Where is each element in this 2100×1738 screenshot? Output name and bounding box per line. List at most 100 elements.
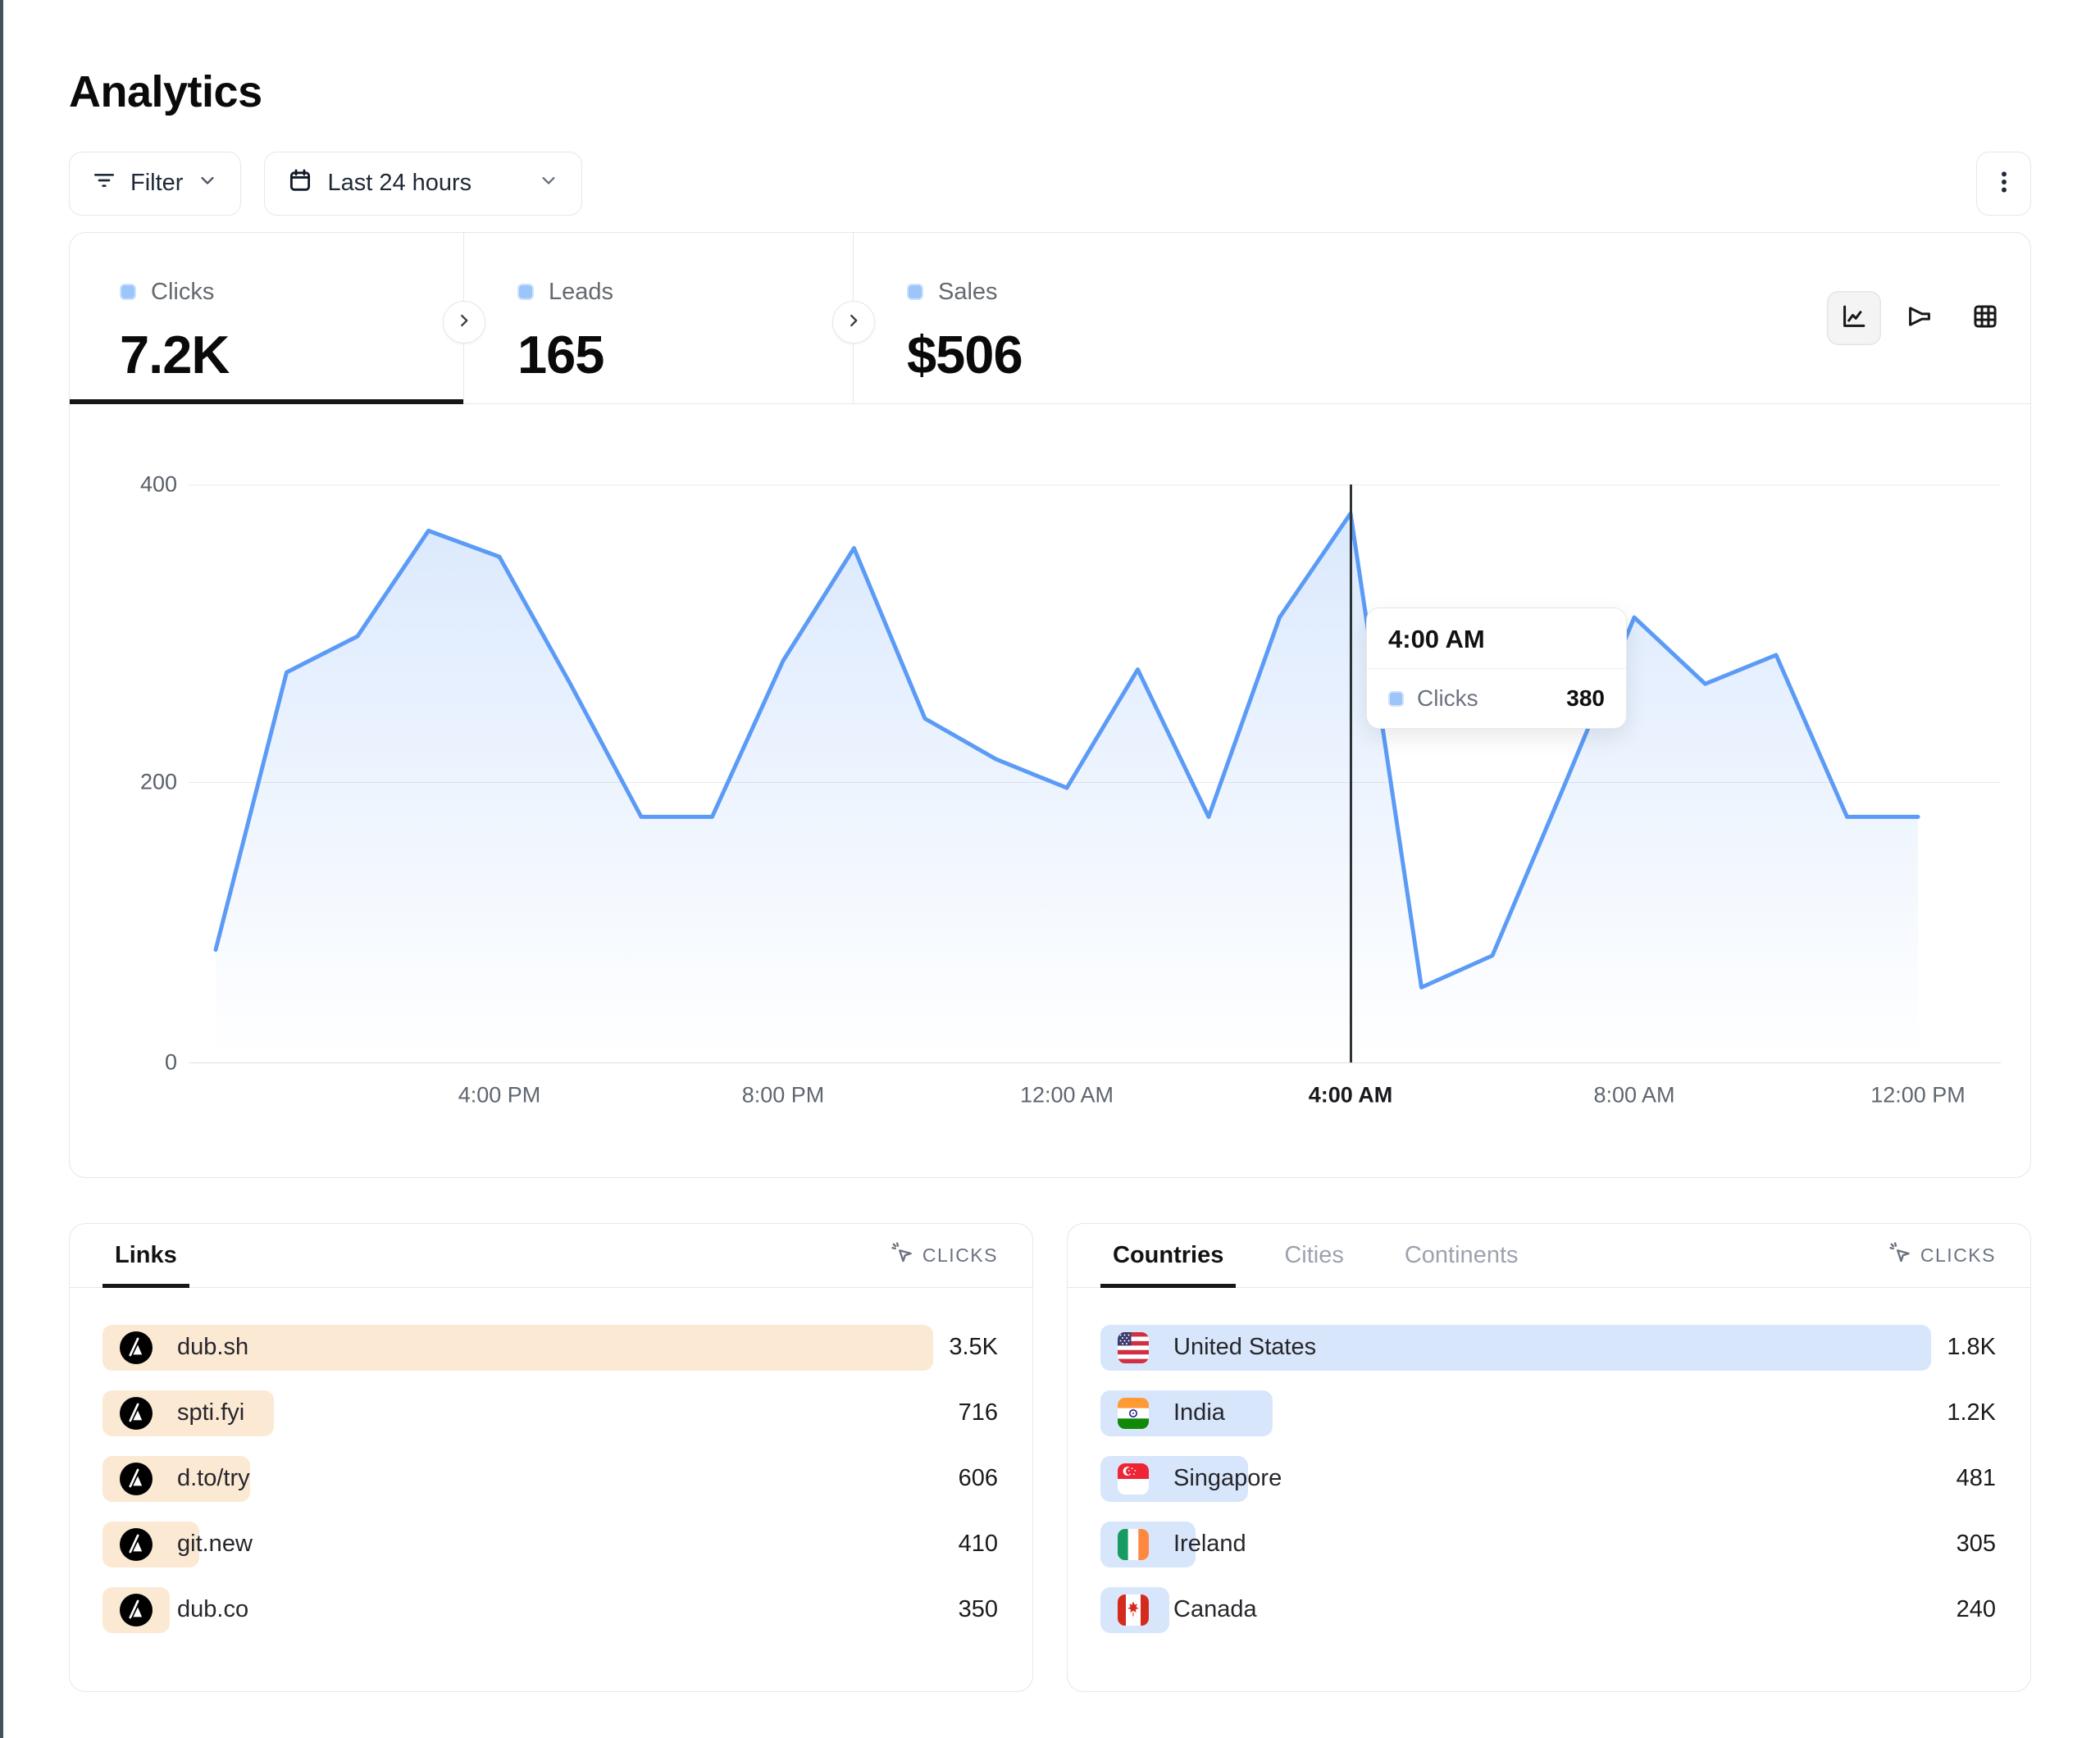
- links-rows: dub.sh 3.5K spti.fyi 716 d.to/try 606 git.new 4…: [70, 1288, 1032, 1633]
- row-clicks-value: 716: [958, 1399, 998, 1426]
- row-clicks-value: 410: [958, 1531, 998, 1558]
- gridline-400: [189, 484, 2001, 486]
- countries-panel-header: Countries Cities Continents CLICKS: [1068, 1224, 2030, 1289]
- row-clicks-value: 3.5K: [949, 1334, 998, 1361]
- sales-stat-value: $506: [907, 324, 1023, 384]
- breakdown-panels: Links CLICKS dub.sh 3.5K spti.fyi 716 d.to/t…: [69, 1222, 2031, 1692]
- more-menu-button[interactable]: [1976, 151, 2031, 216]
- stat-label: Sales: [938, 278, 998, 305]
- link-row[interactable]: spti.fyi 716: [102, 1390, 998, 1436]
- x-axis-line: [189, 1062, 2001, 1064]
- tab-continents[interactable]: Continents: [1404, 1241, 1519, 1268]
- link-row[interactable]: d.to/try 606: [102, 1455, 998, 1502]
- filter-lines-icon: [91, 167, 117, 200]
- countries-sort-label: CLICKS: [1920, 1244, 1996, 1266]
- date-range-button[interactable]: Last 24 hours: [264, 151, 583, 216]
- in-flag-icon: [1118, 1397, 1149, 1429]
- row-label: United States: [1173, 1334, 1317, 1361]
- row-label: dub.sh: [177, 1334, 249, 1361]
- country-row[interactable]: Ireland 305: [1100, 1521, 1996, 1567]
- tab-clicks[interactable]: Clicks 7.2K: [70, 232, 464, 405]
- tab-links[interactable]: Links: [102, 1224, 189, 1289]
- x-axis-label: 4:00 AM: [1308, 1082, 1393, 1108]
- filter-button[interactable]: Filter: [69, 151, 242, 216]
- kebab-vertical-icon: [1990, 168, 2018, 198]
- analytics-page: Analytics Filter Last 24 hours: [69, 67, 2031, 1692]
- cursor-click-icon: [1888, 1240, 1912, 1270]
- row-label: spti.fyi: [177, 1399, 245, 1426]
- stats-tabs-header: Clicks 7.2K Leads 165 Sales $506: [70, 232, 2030, 405]
- country-row[interactable]: India 1.2K: [1100, 1390, 1996, 1436]
- clicks-time-series-chart[interactable]: 400 200 0 4:00 AM: [70, 404, 2030, 1177]
- row-label: Ireland: [1173, 1531, 1246, 1558]
- y-axis-tick: 200: [139, 769, 177, 794]
- date-range-label: Last 24 hours: [327, 170, 472, 197]
- funnel-icon: [1904, 301, 1935, 334]
- line-chart-icon: [1838, 301, 1870, 334]
- line-chart-view-button[interactable]: [1827, 290, 1881, 345]
- country-row[interactable]: Canada 240: [1100, 1586, 1996, 1633]
- us-flag-icon: [1118, 1331, 1149, 1363]
- filter-button-label: Filter: [130, 170, 184, 197]
- row-clicks-value: 1.8K: [1947, 1334, 1996, 1361]
- x-axis-label: 12:00 AM: [1019, 1082, 1114, 1108]
- row-bar: [102, 1324, 933, 1371]
- page-title: Analytics: [69, 67, 262, 116]
- window-edge-strip: [0, 0, 3, 1738]
- row-label: Singapore: [1173, 1465, 1282, 1492]
- link-row[interactable]: dub.sh 3.5K: [102, 1324, 998, 1371]
- clicks-legend-square-icon: [1388, 690, 1404, 707]
- clicks-legend-square-icon: [120, 284, 136, 301]
- chart-view-toggles: [1827, 233, 2012, 403]
- countries-panel: Countries Cities Continents CLICKS Unite…: [1067, 1222, 2031, 1692]
- country-row[interactable]: Singapore 481: [1100, 1455, 1996, 1502]
- table-grid-icon: [1970, 301, 2001, 334]
- link-row[interactable]: dub.co 350: [102, 1586, 998, 1633]
- row-clicks-value: 1.2K: [1947, 1399, 1996, 1426]
- tooltip-series-label: Clicks: [1417, 685, 1478, 712]
- dub-logo-icon: [120, 1396, 153, 1430]
- link-row[interactable]: git.new 410: [102, 1521, 998, 1567]
- row-clicks-value: 350: [958, 1596, 998, 1623]
- clicks-stat-value: 7.2K: [120, 324, 230, 384]
- country-row[interactable]: United States 1.8K: [1100, 1324, 1996, 1371]
- chart-tooltip: 4:00 AM Clicks 380: [1366, 607, 1627, 730]
- tab-cities[interactable]: Cities: [1284, 1241, 1344, 1268]
- table-view-button[interactable]: [1958, 291, 2012, 345]
- row-label: Canada: [1173, 1596, 1257, 1623]
- countries-sort-by-clicks-button[interactable]: CLICKS: [1888, 1224, 1996, 1287]
- x-axis-label: 8:00 PM: [741, 1082, 825, 1108]
- sales-legend-square-icon: [907, 284, 923, 301]
- dub-logo-icon: [120, 1331, 153, 1364]
- links-sort-by-clicks-button[interactable]: CLICKS: [890, 1224, 998, 1287]
- expand-clicks-leads-button[interactable]: [443, 300, 485, 344]
- hover-crosshair-line: [1349, 484, 1352, 1062]
- tooltip-time: 4:00 AM: [1388, 624, 1485, 653]
- y-axis-tick: 0: [164, 1049, 177, 1075]
- leads-legend-square-icon: [517, 284, 534, 301]
- x-axis-label: 8:00 AM: [1593, 1082, 1675, 1108]
- area-chart-svg: [213, 511, 1920, 1062]
- sg-flag-icon: [1118, 1463, 1149, 1495]
- row-label: dub.co: [177, 1596, 249, 1623]
- stat-label: Leads: [549, 278, 614, 305]
- row-clicks-value: 240: [1956, 1596, 1996, 1623]
- tab-sales[interactable]: Sales $506: [854, 233, 1243, 403]
- row-clicks-value: 606: [958, 1465, 998, 1492]
- expand-leads-sales-button[interactable]: [832, 300, 875, 344]
- dub-logo-icon: [120, 1527, 153, 1561]
- funnel-view-button[interactable]: [1893, 291, 1947, 345]
- chevron-right-icon: [843, 310, 864, 334]
- analytics-chart-card: Clicks 7.2K Leads 165 Sales $506: [69, 231, 2031, 1178]
- y-axis-tick: 400: [139, 471, 177, 497]
- tab-countries[interactable]: Countries: [1100, 1224, 1237, 1289]
- row-label: d.to/try: [177, 1465, 250, 1492]
- tab-leads[interactable]: Leads 165: [464, 232, 854, 403]
- ie-flag-icon: [1118, 1528, 1149, 1560]
- chevron-down-icon: [537, 169, 560, 198]
- cursor-click-icon: [890, 1240, 914, 1270]
- dub-logo-icon: [120, 1462, 153, 1495]
- toolbar: Filter Last 24 hours: [69, 151, 2031, 216]
- row-clicks-value: 481: [1956, 1465, 1996, 1492]
- links-panel-header: Links CLICKS: [70, 1224, 1032, 1289]
